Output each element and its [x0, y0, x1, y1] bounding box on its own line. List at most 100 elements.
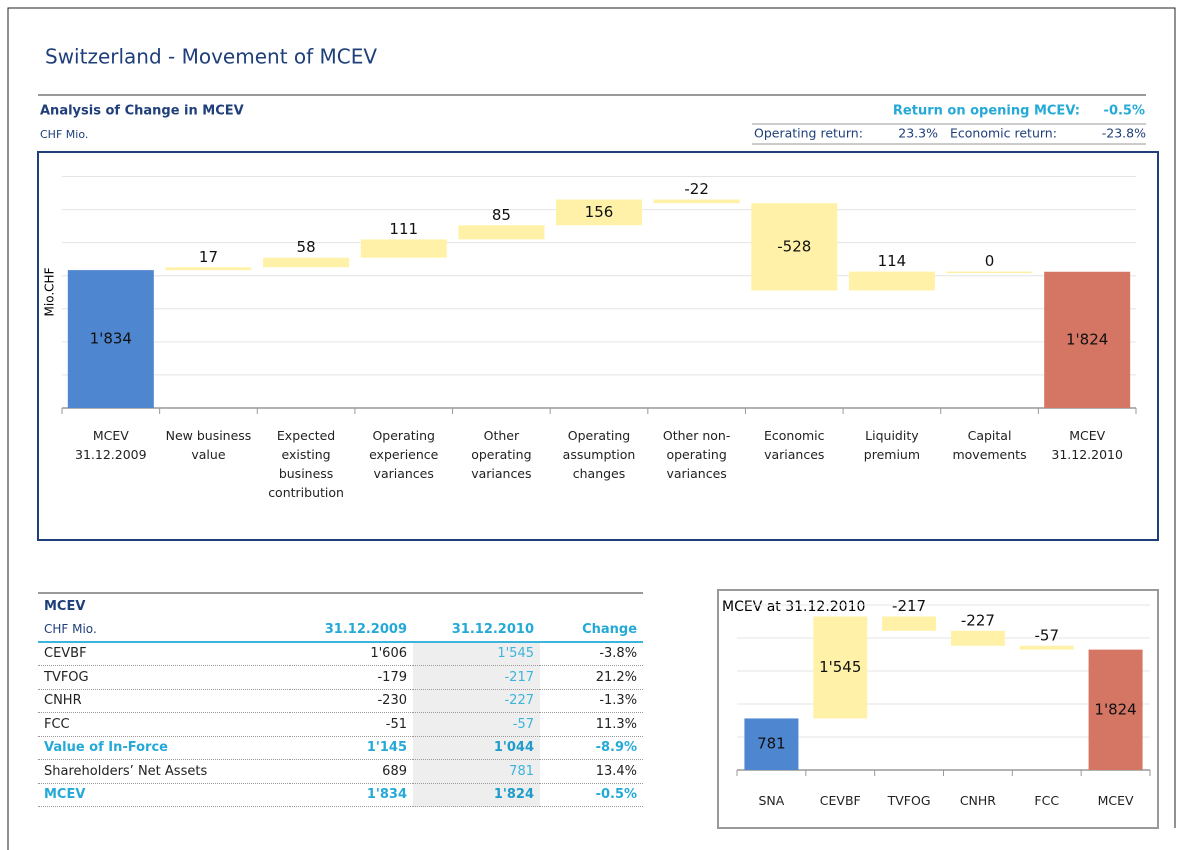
- x-tick-label: Operating assumption changes: [562, 428, 636, 481]
- x-tick-label: Capital movements: [952, 428, 1027, 462]
- return-label: Return on opening MCEV:: [893, 104, 1080, 119]
- table-cell: 11.3%: [540, 712, 644, 737]
- table-row: TVFOG -179 -217 21.2%: [38, 665, 644, 690]
- x-tick-label: Operating experience variances: [369, 428, 439, 481]
- table-cell: 689: [290, 759, 413, 784]
- bar: [263, 257, 350, 268]
- value-label: 156: [585, 203, 614, 221]
- value-label: 17: [199, 248, 218, 266]
- bar: [751, 203, 838, 291]
- table-cell: 1'606: [290, 641, 413, 666]
- value-label: -217: [892, 597, 926, 615]
- bar: [556, 199, 642, 226]
- table-row: CNHR -230 -227 -1.3%: [38, 689, 644, 713]
- table-cell: CEVBF: [38, 641, 290, 666]
- economic-value: -23.8%: [1102, 126, 1146, 141]
- bar: [458, 225, 545, 240]
- value-label: 58: [297, 238, 316, 256]
- x-tick-label: Liquidity premium: [863, 428, 921, 462]
- y-axis-label: Mio.CHF: [43, 267, 57, 316]
- table-row: MCEV 1'834 1'824 -0.5%: [38, 783, 644, 807]
- x-tick-label: Expected existing business contribution: [268, 428, 344, 500]
- table-cell: CNHR: [38, 689, 290, 713]
- column-header: Change: [540, 618, 644, 643]
- table-cell: -230: [290, 689, 413, 713]
- x-tick-label: CNHR: [959, 793, 996, 808]
- page-title: Switzerland - Movement of MCEV: [45, 45, 377, 69]
- table-cell: 1'824: [413, 783, 540, 807]
- table-cell: Value of In-Force: [38, 736, 290, 760]
- frame: [7, 7, 1176, 850]
- table-cell: TVFOG: [38, 665, 290, 690]
- bar: [1044, 271, 1131, 408]
- unit: CHF Mio.: [40, 128, 88, 141]
- x-tick-label: Economic variances: [764, 428, 825, 462]
- table-cell: 1'145: [290, 736, 413, 760]
- value-label: 1'824: [1094, 700, 1136, 718]
- x-tick-label: MCEV: [1097, 793, 1134, 808]
- table-row: Shareholders’ Net Assets 689 781 13.4%: [38, 759, 644, 784]
- x-tick-label: Other operating variances: [471, 428, 532, 481]
- table-cell: 781: [413, 759, 540, 784]
- return-value: -0.5%: [1104, 104, 1145, 119]
- bar: [882, 616, 937, 631]
- x-tick-label: MCEV 31.12.2010: [1051, 428, 1123, 462]
- table-cell: -227: [413, 689, 540, 713]
- bar: [165, 267, 252, 271]
- chart-frame: [37, 151, 1159, 541]
- table-row: Value of In-Force 1'145 1'044 -8.9%: [38, 736, 644, 760]
- table-cell: 1'834: [290, 783, 413, 807]
- table-cell: -51: [290, 712, 413, 737]
- operating-label: Operating return:: [754, 126, 863, 141]
- value-label: 1'824: [1066, 330, 1108, 348]
- table-header: CHF Mio. 31.12.2009 31.12.2010 Change: [38, 618, 644, 643]
- value-label: 85: [492, 206, 511, 224]
- bar: [813, 616, 868, 719]
- column-header: 31.12.2009: [290, 618, 413, 643]
- bar: [950, 630, 1005, 646]
- value-label: 781: [757, 735, 786, 753]
- table-cell: 21.2%: [540, 665, 644, 690]
- table-cell: -57: [413, 712, 540, 737]
- chart-frame: [717, 589, 1159, 829]
- table-title-row: MCEV: [38, 592, 644, 618]
- bar: [946, 271, 1033, 274]
- bar: [1019, 645, 1074, 650]
- value-label: 0: [985, 252, 995, 270]
- value-label: -22: [684, 180, 709, 198]
- x-tick-label: FCC: [1034, 793, 1060, 808]
- value-label: -57: [1035, 626, 1060, 644]
- table-cell: -179: [290, 665, 413, 690]
- value-label: -227: [961, 611, 995, 629]
- table-unit: CHF Mio.: [38, 618, 290, 643]
- table-cell: FCC: [38, 712, 290, 737]
- bar: [360, 239, 447, 258]
- column-header: 31.12.2010: [413, 618, 540, 643]
- bar: [653, 199, 740, 204]
- table-cell: -3.8%: [540, 641, 644, 666]
- table-row: CEVBF 1'606 1'545 -3.8%: [38, 641, 644, 666]
- x-tick-label: MCEV 31.12.2009: [75, 428, 147, 462]
- mcev-table: MCEV CHF Mio. 31.12.2009 31.12.2010 Chan…: [38, 592, 644, 807]
- bar: [744, 718, 799, 770]
- bar: [848, 271, 935, 291]
- value-label: 1'834: [90, 330, 132, 348]
- x-tick-label: CEVBF: [819, 793, 861, 808]
- table-cell: -8.9%: [540, 736, 644, 760]
- operating-value: 23.3%: [898, 126, 938, 141]
- table-cell: 1'545: [413, 641, 540, 666]
- table-cell: MCEV: [38, 783, 290, 807]
- x-tick-label: Other non-operating variances: [662, 428, 731, 481]
- economic-label: Economic return:: [950, 126, 1057, 141]
- table-cell: 1'044: [413, 736, 540, 760]
- bar: [67, 270, 154, 408]
- table-cell: -0.5%: [540, 783, 644, 807]
- value-label: -528: [777, 237, 811, 255]
- value-label: 114: [878, 252, 907, 270]
- table-cell: -1.3%: [540, 689, 644, 713]
- x-tick-label: SNA: [758, 793, 785, 808]
- table-cell: -217: [413, 665, 540, 690]
- value-label: 1'545: [819, 658, 861, 676]
